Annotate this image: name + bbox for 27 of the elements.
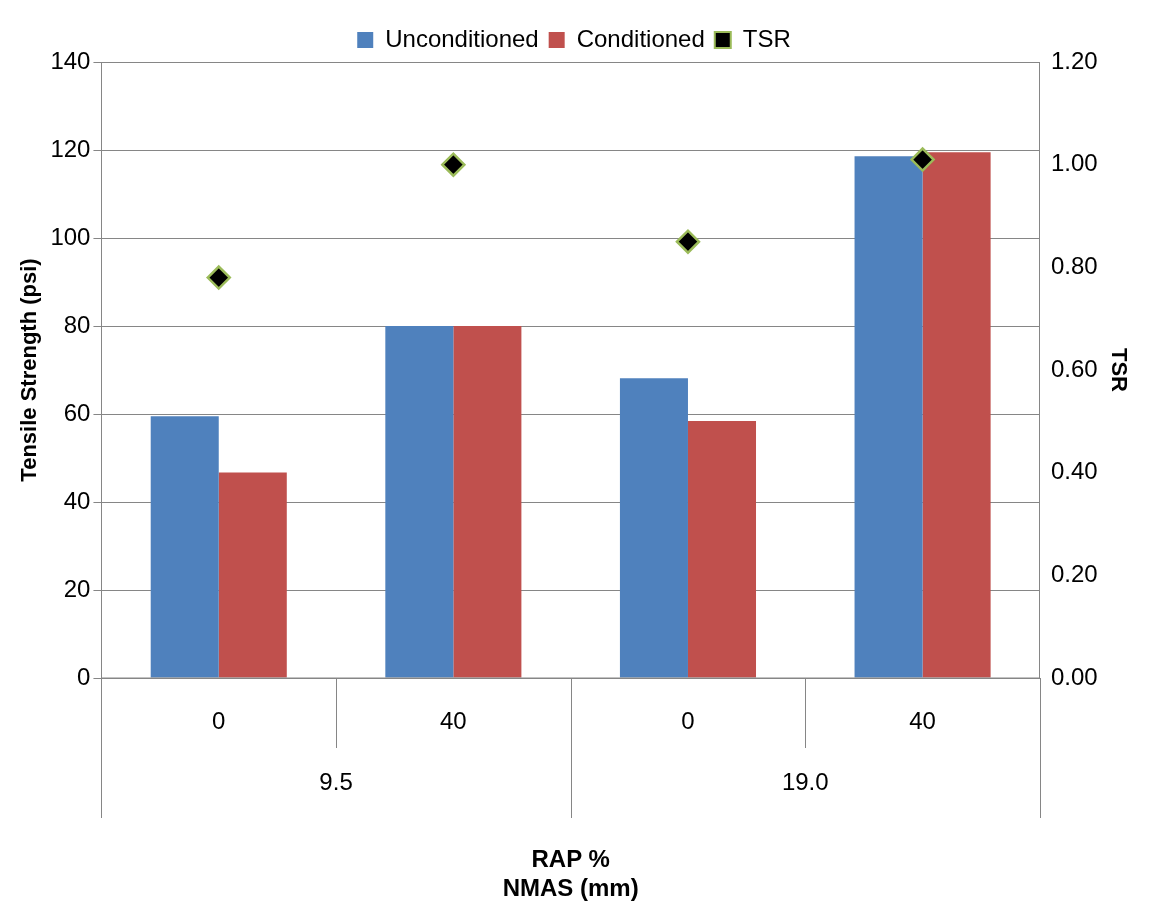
x-tick-label: 40	[909, 707, 936, 735]
y2-tick-label: 1.20	[1050, 46, 1098, 74]
y-tick-label: 80	[63, 310, 91, 338]
y-tick-label: 140	[50, 46, 91, 74]
y2-tick-label: 0.40	[1050, 457, 1098, 485]
legend-label: Conditioned	[576, 24, 705, 52]
y2-tick-label: 1.00	[1050, 149, 1098, 177]
y-tick-label: 100	[50, 222, 91, 250]
x-tick-label: 0	[681, 707, 695, 735]
text: 9.5	[319, 767, 353, 795]
y-tick-label: 20	[63, 574, 91, 602]
legend-label: Unconditioned	[385, 24, 539, 52]
y2-axis-title: TSR	[1106, 348, 1132, 393]
y-tick-label: 40	[63, 486, 91, 514]
y2-tick-label: 0.20	[1050, 559, 1098, 587]
y2-tick-label: 0.80	[1050, 251, 1098, 279]
y-axis-title: Tensile Strength (psi)	[16, 258, 42, 482]
y2-tick-label: 0.60	[1050, 354, 1098, 382]
x-tick-label: 40	[440, 707, 467, 735]
y-tick-label: 60	[63, 398, 91, 426]
text: 19.0	[781, 767, 829, 795]
y-tick-label: 120	[50, 134, 91, 162]
y2-tick-label: 0.00	[1050, 662, 1098, 690]
y-tick-label: 0	[77, 662, 91, 690]
x-axis-title: RAP % NMAS (mm)	[502, 845, 639, 902]
x-tick-label: 0	[212, 707, 226, 735]
legend-label: TSR	[742, 24, 791, 52]
